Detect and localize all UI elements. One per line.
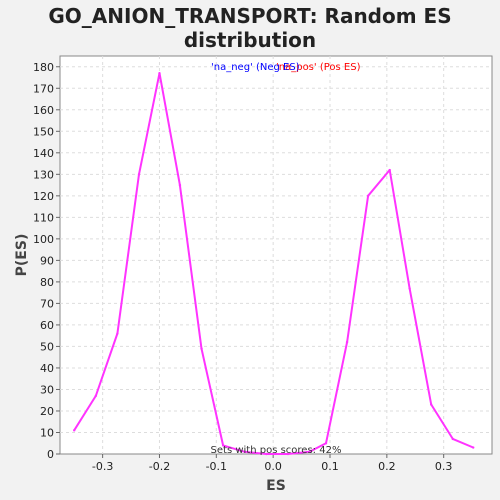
legend-entry-pos: 'na_pos' (Pos ES) [276,62,361,73]
y-tick-label: 20 [40,405,54,418]
y-tick-label: 60 [40,319,54,332]
y-tick-label: 50 [40,340,54,353]
y-tick-label: 100 [33,233,54,246]
x-tick-label: -0.1 [206,460,227,473]
data-point [221,444,225,447]
data-point [429,403,433,406]
y-tick-label: 40 [40,362,54,375]
pos-scores-annotation: Sets with pos scores: 42% [211,445,342,456]
y-tick-label: 80 [40,276,54,289]
axis-ticks: 0 10 20 30 40 50 60 70 80 90 100 110 120 130 140 150 160… [33,61,452,473]
data-point [388,168,391,172]
y-tick-label: 180 [33,61,54,74]
data-point [366,194,370,198]
data-point [137,173,141,176]
data-point [158,72,161,75]
data-point [472,446,475,449]
y-tick-label: 0 [47,448,54,461]
data-point [116,332,119,335]
data-point [345,340,349,344]
chart-title-line-1: GO_ANION_TRANSPORT: Random ES [48,4,451,28]
data-point [286,452,290,456]
legend-entry-neg: 'na_neg' (Neg ES) [211,62,300,73]
y-tick-label: 120 [33,190,54,203]
data-point [200,347,203,350]
y-tick-label: 130 [33,168,54,181]
y-tick-label: 170 [33,82,54,95]
data-point [73,429,76,432]
legend: 'na_pos' (Pos ES) 'na_neg' (Neg ES) [211,62,361,73]
plot-area [59,55,493,455]
data-point [94,394,98,398]
data-point [243,450,246,454]
series-line [73,72,474,455]
y-tick-label: 90 [40,254,54,267]
x-axis-label: ES [266,478,286,494]
y-tick-label: 30 [40,383,54,396]
data-point [265,452,268,456]
x-tick-label: 0.3 [435,460,453,473]
series-layer [73,72,475,456]
data-point [178,183,182,187]
data-point [451,437,454,441]
y-tick-label: 160 [33,104,54,117]
data-point [324,442,328,445]
x-tick-label: 0.1 [321,460,339,473]
data-point [308,450,311,454]
y-axis-label: P(ES) [14,234,30,277]
x-tick-label: -0.3 [92,460,113,473]
y-tick-label: 10 [40,426,54,439]
grid [60,56,492,454]
chart-title-line-2: distribution [184,28,316,52]
y-tick-label: 70 [40,297,54,310]
x-tick-label: -0.2 [149,460,170,473]
y-tick-label: 150 [33,125,54,138]
data-point [408,287,411,290]
y-tick-label: 110 [33,211,54,224]
y-tick-label: 140 [33,147,54,160]
x-tick-label: 0.2 [378,460,396,473]
x-tick-label: 0.0 [264,460,282,473]
